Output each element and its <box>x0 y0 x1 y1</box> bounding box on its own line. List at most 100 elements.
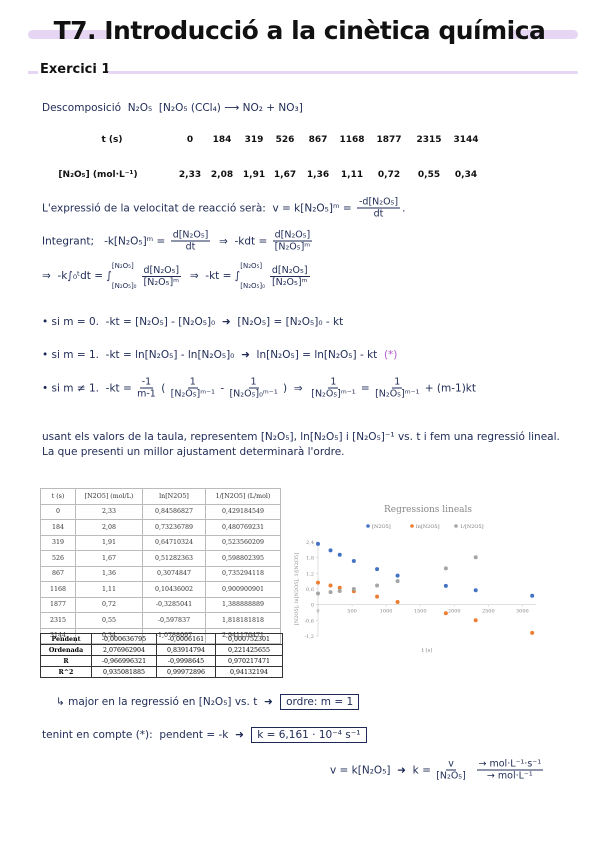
data-point <box>351 587 356 592</box>
fraction: 1 [N₂O₅]ᵐ⁻¹ <box>171 377 215 400</box>
data-point <box>375 594 380 599</box>
x-tick-label: 2500 <box>482 609 495 615</box>
table-cell: 0,10436002 <box>142 581 206 598</box>
data-point <box>395 599 400 604</box>
stats-row: R -0,966996321 -0,9998645 0,970217471 <box>40 655 283 667</box>
paragraph: usant els valors de la taula, represente… <box>42 431 560 458</box>
time-value: 1877 <box>376 135 402 145</box>
text: tenint en compte (*): pendent = -k ➜ <box>42 729 248 741</box>
conc-value: 1,11 <box>340 170 364 180</box>
denominator: [N₂O₅]ᵐ <box>274 241 311 253</box>
numerator: -1 <box>139 376 154 389</box>
denominator: [N₂O₅]ᵐ⁻¹ <box>170 388 215 400</box>
stats-cell: 0,94132194 <box>215 666 283 678</box>
section-title: Exercici 1 <box>40 62 111 77</box>
formula-line: ⇒ -k∫₀ᵗdt = ∫ [N₂O₅] [N₂O₅]₀ d[N₂O₅] [N₂O₅]ᵐ… <box>42 262 312 290</box>
text: = <box>357 382 374 394</box>
data-point <box>375 567 380 572</box>
formula-line: L'expressió de la velocitat de reacció s… <box>42 197 405 220</box>
fraction: d[N₂O₅] [N₂O₅]ᵐ <box>272 230 313 253</box>
data-point <box>530 593 535 598</box>
text: ⇒ -k∫₀ᵗdt = ∫ <box>42 270 112 282</box>
time-value: 184 <box>212 135 232 145</box>
text: • si m = 0. -kt = [N₂O₅] - [N₂O₅]₀ ➜ [N₂… <box>42 316 344 328</box>
formula-line: Descomposició N₂O₅ [N₂O₅ (CCl₄) ⟶ NO₂ + … <box>42 102 303 114</box>
time-value: 1168 <box>339 135 365 145</box>
conc-value: 1,67 <box>273 170 297 180</box>
header-cell: [N2O5] (mol/L) <box>75 488 143 505</box>
numerator: 1 <box>392 376 403 389</box>
decor <box>508 30 578 39</box>
numerator: → mol·L⁻¹·s⁻¹ <box>476 758 544 771</box>
table-row: 1877 0,72 -0,3285041 1,388888889 <box>40 596 281 613</box>
formula-line: • si m ≠ 1. -kt = -1 m-1 ( 1 [N₂O₅]ᵐ⁻¹ - 1… <box>42 377 476 400</box>
formula-line: Integrant; -k[N₂O₅]ᵐ = d[N₂O₅] dt ⇒ -kdt … <box>42 230 314 253</box>
data-point <box>351 559 356 564</box>
table-cell: 1,818181818 <box>205 612 281 629</box>
table-cell: 0,480769231 <box>205 519 281 536</box>
y-axis-label: [N2O5], ln[N2O5], 1/[N2O5] <box>294 553 300 625</box>
formula-line: ↳ major en la regressió en [N₂O₅] vs. t … <box>56 694 360 710</box>
boxed-result: ordre: m = 1 <box>280 694 360 710</box>
x-tick-label: 500 <box>347 609 357 615</box>
data-point <box>375 583 380 588</box>
table-cell: 0,3074847 <box>142 565 206 582</box>
data-point <box>337 588 342 593</box>
stats-cell: -0,966996321 <box>91 655 157 667</box>
table-cell: 0 <box>40 503 76 520</box>
table-cell: 1168 <box>40 581 76 598</box>
data-point <box>473 618 478 623</box>
time-value: 3144 <box>453 135 479 145</box>
data-point <box>395 579 400 584</box>
table-cell: 1,67 <box>75 550 143 567</box>
decor <box>28 71 38 74</box>
data-point <box>328 590 333 595</box>
text: • si m = 1. -kt = ln[N₂O₅] - ln[N₂O₅]₀ ➜… <box>42 349 384 361</box>
upper-bound: [N₂O₅] <box>240 262 263 270</box>
x-tick-label: 1500 <box>414 609 427 615</box>
lower-bound: [N₂O₅]₀ <box>240 282 265 290</box>
time-value: 526 <box>275 135 295 145</box>
conc-value: 2,33 <box>178 170 202 180</box>
denominator: [N₂O₅]ᵐ <box>271 276 308 288</box>
stats-cell: 0,99972896 <box>156 666 216 678</box>
legend-marker <box>410 524 414 528</box>
data-point <box>395 573 400 578</box>
decor <box>108 71 578 74</box>
table-cell: 2315 <box>40 612 76 629</box>
denominator: dt <box>373 208 384 220</box>
x-tick-label: 1000 <box>380 609 393 615</box>
plot-area <box>316 541 535 635</box>
stats-cell: -0,0006161 <box>156 633 216 645</box>
fraction: -1 m-1 <box>137 377 156 400</box>
chart: Regressions lineals [N2O5] ln[N2O5] 1/[N2O5… <box>294 505 536 654</box>
text: ( <box>157 382 169 394</box>
y-tick-label: 0,6 <box>306 587 314 593</box>
stats-cell: -0,000636795 <box>91 633 157 645</box>
table-cell: 0,73236789 <box>142 519 206 536</box>
table-row: 319 1,91 0,64710324 0,523560209 <box>40 534 281 551</box>
formula-line: tenint en compte (*): pendent = -k ➜ k =… <box>42 727 367 743</box>
text <box>468 764 475 776</box>
denominator: → mol·L⁻¹ <box>486 770 533 782</box>
fraction: v [N₂O₅] <box>436 759 466 782</box>
table: t (s) [N2O5] (mol/L) ln[N2O5] 1/[N2O5] (L/m… <box>40 488 281 644</box>
text: • si m ≠ 1. -kt = <box>42 382 136 394</box>
integral-bounds: [N₂O₅] [N₂O₅]₀ <box>240 262 265 290</box>
y-tick-label: 0 <box>311 603 314 609</box>
row-label: [N₂O₅] (mol·L⁻¹) <box>58 170 138 180</box>
data-point <box>316 541 320 546</box>
numerator: 1 <box>328 376 339 389</box>
table-cell: 0,523560209 <box>205 534 281 551</box>
text: L'expressió de la velocitat de reacció s… <box>42 202 355 214</box>
data-point <box>443 583 448 588</box>
numerator: d[N₂O₅] <box>269 264 310 277</box>
legend-marker <box>454 524 458 528</box>
conc-value: 0,34 <box>454 170 478 180</box>
text: + (m-1)kt <box>421 382 476 394</box>
denominator: [N₂O₅]₀ᵐ⁻¹ <box>229 388 278 400</box>
row-label: t (s) <box>101 135 123 145</box>
table-row: 526 1,67 0,51282363 0,598802395 <box>40 550 281 567</box>
header-cell: ln[N2O5] <box>142 488 206 505</box>
